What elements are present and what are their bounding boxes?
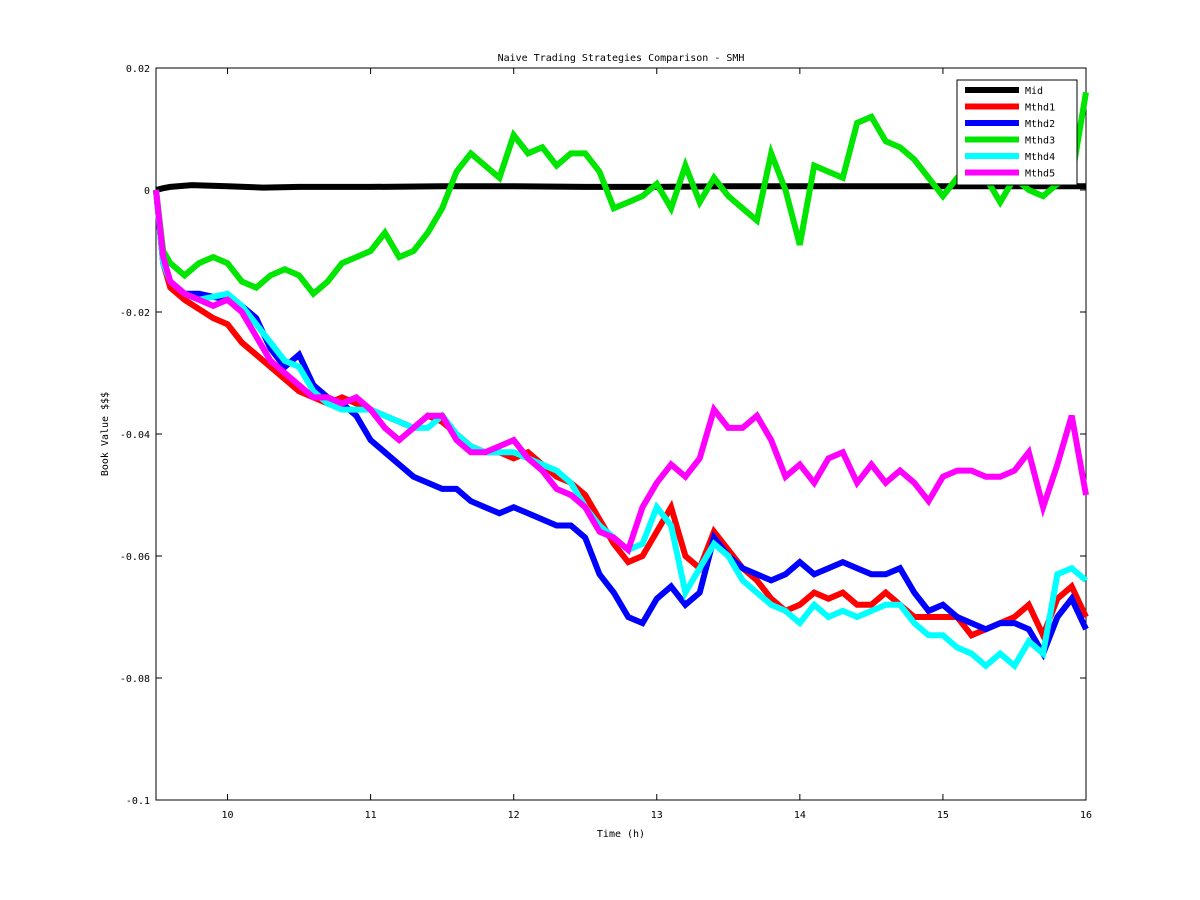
series-line-mthd2 — [153, 189, 1089, 661]
series-line-mthd5 — [153, 189, 1089, 556]
legend-label-mthd3: Mthd3 — [1025, 136, 1055, 147]
chart-title: Naive Trading Strategies Comparison - SM… — [498, 53, 745, 64]
x-tick-label: 14 — [794, 810, 806, 821]
series-line-mthd1 — [153, 189, 1089, 643]
series-line-mthd3 — [153, 91, 1089, 299]
legend-label-mid: Mid — [1025, 86, 1043, 97]
x-tick-label: 10 — [222, 810, 234, 821]
series-lines — [153, 91, 1089, 671]
x-tick-label: 11 — [365, 810, 377, 821]
y-tick-label: -0.02 — [120, 308, 150, 319]
x-axis-label: Time (h) — [597, 829, 645, 840]
x-tick-label: 16 — [1080, 810, 1092, 821]
y-tick-label: -0.08 — [120, 674, 150, 685]
x-axis-ticks: 10 11 12 13 14 15 16 — [222, 68, 1092, 821]
series-line-mid — [155, 182, 1086, 193]
y-tick-label: 0.02 — [126, 64, 150, 75]
legend-box — [956, 79, 1078, 186]
x-tick-label: 12 — [508, 810, 520, 821]
y-tick-label: 0 — [144, 186, 150, 197]
y-axis-label: Book Value $$$ — [100, 392, 111, 476]
legend-label-mthd5: Mthd5 — [1025, 169, 1055, 180]
legend-label-mthd4: Mthd4 — [1025, 152, 1055, 163]
legend: Mid Mthd1 Mthd2 Mthd3 Mthd4 Mthd5 — [956, 79, 1078, 186]
y-tick-label: -0.1 — [126, 796, 150, 807]
y-tick-label: -0.06 — [120, 552, 150, 563]
legend-label-mthd2: Mthd2 — [1025, 119, 1055, 130]
y-axis-ticks: -0.1 -0.08 -0.06 -0.04 -0.02 0 0.02 — [120, 64, 1086, 807]
legend-label-mthd1: Mthd1 — [1025, 103, 1055, 114]
y-tick-label: -0.04 — [120, 430, 150, 441]
x-tick-label: 13 — [651, 810, 663, 821]
x-tick-label: 15 — [937, 810, 949, 821]
plot-area — [155, 67, 1087, 801]
